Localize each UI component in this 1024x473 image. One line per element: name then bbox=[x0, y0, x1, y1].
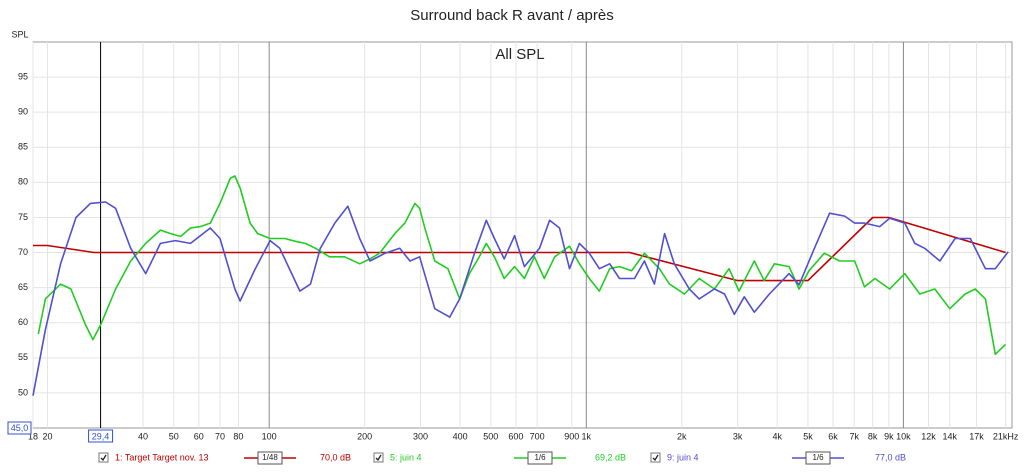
x-tick-label: 9k bbox=[884, 431, 894, 441]
series-line bbox=[33, 216, 1006, 282]
x-tick-label: 600 bbox=[508, 431, 523, 441]
x-tick-label: 10k bbox=[896, 431, 911, 441]
cursor-y-box bbox=[7, 421, 32, 435]
x-tick-label: 70 bbox=[215, 431, 225, 441]
x-tick-label: 18 bbox=[28, 431, 38, 441]
legend-smoothing-box[interactable] bbox=[257, 451, 283, 465]
x-tick-label: 50 bbox=[169, 431, 179, 441]
y-tick-label: 60 bbox=[18, 317, 28, 327]
x-tick-label: 300 bbox=[413, 431, 428, 441]
y-tick-label: 85 bbox=[18, 142, 28, 152]
x-tick-label: 80 bbox=[233, 431, 243, 441]
y-tick-label: 90 bbox=[18, 107, 28, 117]
x-tick-label: 20 bbox=[43, 431, 53, 441]
legend-smoothing: 1/6 bbox=[812, 453, 824, 462]
x-tick-label: 1k bbox=[582, 431, 592, 441]
x-tick-label: 400 bbox=[453, 431, 468, 441]
legend-smoothing: 1/48 bbox=[262, 453, 278, 462]
x-tick-label: 7k bbox=[850, 431, 860, 441]
legend-check bbox=[100, 454, 107, 462]
x-tick-label: 200 bbox=[357, 431, 372, 441]
cursor-x-box bbox=[88, 429, 114, 443]
y-tick-label: 95 bbox=[18, 71, 28, 81]
x-tick-label: 12k bbox=[921, 431, 936, 441]
x-tick-label: 21kHz bbox=[993, 431, 1019, 441]
legend-label: 1: Target Target nov. 13 bbox=[115, 452, 209, 462]
x-tick-label: 700 bbox=[530, 431, 545, 441]
chart-subtitle: All SPL bbox=[495, 46, 544, 63]
legend-smoothing: 1/6 bbox=[534, 453, 546, 462]
y-tick-label: 65 bbox=[18, 282, 28, 292]
x-tick-label: 17k bbox=[969, 431, 984, 441]
series-line bbox=[32, 201, 1009, 396]
x-tick-label: 5k bbox=[803, 431, 813, 441]
cursor-x-label: 29,4 bbox=[92, 431, 110, 441]
y-tick-label: 50 bbox=[18, 387, 28, 397]
x-tick-label: 6k bbox=[828, 431, 838, 441]
legend-label: 9: juin 4 bbox=[667, 452, 699, 462]
y-tick-label: 55 bbox=[18, 352, 28, 362]
series-line bbox=[37, 175, 1007, 356]
legend-check bbox=[375, 454, 382, 462]
y-axis-label: SPL bbox=[11, 29, 28, 39]
legend-cursor-value: 77,0 dB bbox=[875, 452, 906, 462]
legend-label: 5: juin 4 bbox=[390, 452, 422, 462]
legend-checkbox[interactable] bbox=[373, 452, 384, 463]
y-tick-label: 75 bbox=[18, 212, 28, 222]
legend-check bbox=[652, 454, 659, 462]
x-tick-label: 2k bbox=[677, 431, 687, 441]
legend-checkbox[interactable] bbox=[98, 452, 109, 463]
legend-checkbox[interactable] bbox=[650, 452, 661, 463]
x-tick-label: 60 bbox=[194, 431, 204, 441]
x-tick-label: 900 bbox=[564, 431, 579, 441]
x-tick-label: 4k bbox=[772, 431, 782, 441]
x-tick-label: 14k bbox=[942, 431, 957, 441]
x-tick-label: 40 bbox=[138, 431, 148, 441]
legend-smoothing-box[interactable] bbox=[527, 451, 553, 465]
x-tick-label: 8k bbox=[868, 431, 878, 441]
x-tick-label: 3k bbox=[733, 431, 743, 441]
cursor-y-label: 45,0 bbox=[11, 423, 29, 433]
legend-cursor-value: 70,0 dB bbox=[320, 452, 351, 462]
legend-cursor-value: 69,2 dB bbox=[595, 452, 626, 462]
y-tick-label: 70 bbox=[18, 247, 28, 257]
y-tick-label: 80 bbox=[18, 177, 28, 187]
x-tick-label: 100 bbox=[262, 431, 277, 441]
chart-title: Surround back R avant / après bbox=[410, 7, 613, 24]
legend-smoothing-box[interactable] bbox=[805, 451, 831, 465]
x-tick-label: 500 bbox=[483, 431, 498, 441]
